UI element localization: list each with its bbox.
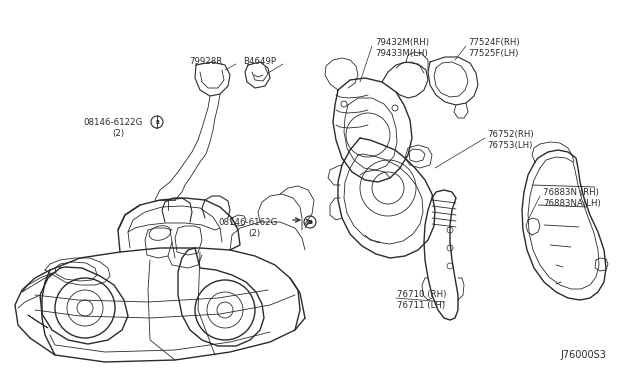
Text: 08146-6162G: 08146-6162G bbox=[218, 218, 277, 227]
Text: 77524F(RH): 77524F(RH) bbox=[468, 38, 520, 47]
Text: 79928R: 79928R bbox=[189, 57, 222, 66]
Text: 76753(LH): 76753(LH) bbox=[487, 141, 532, 150]
Text: B: B bbox=[308, 219, 312, 224]
Text: 76883N (RH): 76883N (RH) bbox=[543, 188, 599, 197]
Text: 76883NA(LH): 76883NA(LH) bbox=[543, 199, 601, 208]
Text: (2): (2) bbox=[112, 129, 124, 138]
Text: 76710 (RH): 76710 (RH) bbox=[397, 290, 446, 299]
Text: 08146-6122G: 08146-6122G bbox=[83, 118, 142, 127]
Text: 79433M(LH): 79433M(LH) bbox=[375, 49, 428, 58]
Text: 79432M(RH): 79432M(RH) bbox=[375, 38, 429, 47]
Text: J76000S3: J76000S3 bbox=[560, 350, 606, 360]
Text: 76752(RH): 76752(RH) bbox=[487, 130, 534, 139]
Text: 76711 (LH): 76711 (LH) bbox=[397, 301, 445, 310]
Text: (2): (2) bbox=[248, 229, 260, 238]
Text: B: B bbox=[155, 119, 159, 125]
Text: 77525F(LH): 77525F(LH) bbox=[468, 49, 518, 58]
Text: B4649P: B4649P bbox=[243, 57, 276, 66]
